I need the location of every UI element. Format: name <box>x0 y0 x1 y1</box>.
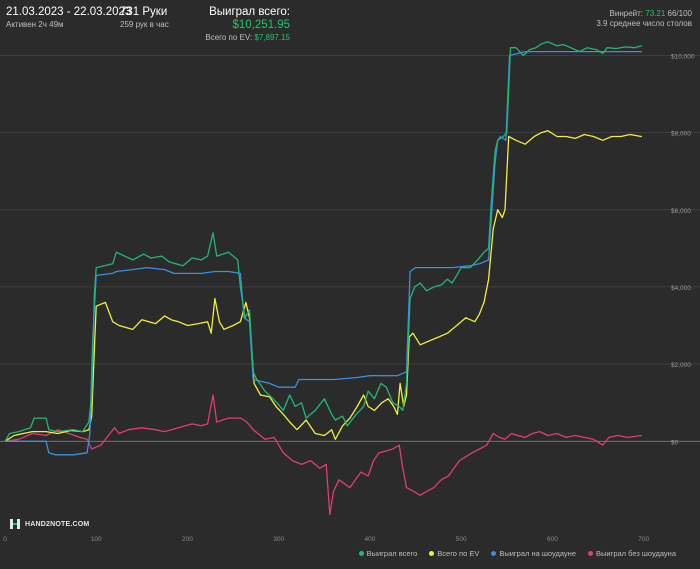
legend-label: Выиграл всего <box>366 549 418 558</box>
legend-color-dot <box>491 551 497 556</box>
winrate-value: 73.21 <box>645 9 666 18</box>
y-tick-label: $2,000 <box>671 362 691 369</box>
winnings-info: Выиграл всего: $10,251.95 Всего по EV: $… <box>178 6 290 43</box>
won-label: Выиграл всего: <box>209 6 290 18</box>
legend-item[interactable]: Выиграл без шоудауна <box>588 549 676 558</box>
ev-label: Всего по EV: <box>205 33 253 43</box>
legend-label: Выиграл на шоудауне <box>499 549 576 558</box>
hands-count: 731 Руки <box>120 6 168 18</box>
x-tick-label: 100 <box>91 536 102 543</box>
winrate-suffix: 66/100 <box>667 9 692 18</box>
x-tick-label: 600 <box>547 536 558 543</box>
ticks: $0 $2,000 $4,000 $6,000 $8,000 $10,000 0 100 200… <box>3 53 695 543</box>
logo-icon <box>10 519 20 529</box>
x-tick-label: 0 <box>3 536 7 543</box>
y-tick-label: $10,000 <box>671 53 695 60</box>
tables-average: 3.9 среднее число столов <box>596 19 692 29</box>
winrate-label: Винрейт: <box>609 9 644 18</box>
date-info: 21.03.2023 - 22.03.2023 Активен 2ч 49м <box>6 6 131 29</box>
legend-color-dot <box>588 551 593 556</box>
legend-item[interactable]: Всего по EV <box>429 549 479 558</box>
y-tick-label: $6,000 <box>671 208 691 215</box>
x-tick-label: 500 <box>456 536 467 543</box>
winrate-info: Винрейт: 73.21 66/100 3.9 среднее число … <box>596 8 692 28</box>
legend-item[interactable]: Выиграл на шоудауне <box>491 549 576 558</box>
series-line-won-total <box>4 41 643 442</box>
series-line-ev-total <box>4 130 643 442</box>
legend-item[interactable]: Выиграл всего <box>358 549 418 558</box>
legend-label: Выиграл без шоудауна <box>596 549 676 558</box>
legend: Выиграл всего Всего по EV Выиграл на шоуда… <box>358 549 676 558</box>
y-tick-label: $0 <box>671 439 679 446</box>
hands-info: 731 Руки 259 рук в час <box>120 6 169 29</box>
x-tick-label: 200 <box>182 536 193 543</box>
legend-color-dot <box>429 551 435 556</box>
date-range: 21.03.2023 - 22.03.2023 <box>6 6 132 18</box>
series-line-showdown <box>5 50 642 456</box>
y-tick-label: $8,000 <box>671 131 691 138</box>
series <box>4 41 643 516</box>
hand2note-logo: HAND2NOTE.COM <box>9 518 89 530</box>
ev-value: $7,897.15 <box>254 33 290 43</box>
legend-label: Всего по EV <box>437 549 480 558</box>
x-tick-label: 300 <box>273 536 284 543</box>
legend-color-dot <box>358 551 364 556</box>
series-line-non-showdown <box>4 394 642 516</box>
grid <box>0 55 700 442</box>
active-time: Активен 2ч 49м <box>6 20 64 30</box>
x-tick-label: 700 <box>638 536 649 543</box>
y-tick-label: $4,000 <box>671 285 691 292</box>
logo-text: HAND2NOTE.COM <box>25 520 90 528</box>
x-tick-label: 400 <box>365 536 376 543</box>
won-value: $10,251.95 <box>232 19 290 32</box>
hands-rate: 259 рук в час <box>120 20 169 30</box>
